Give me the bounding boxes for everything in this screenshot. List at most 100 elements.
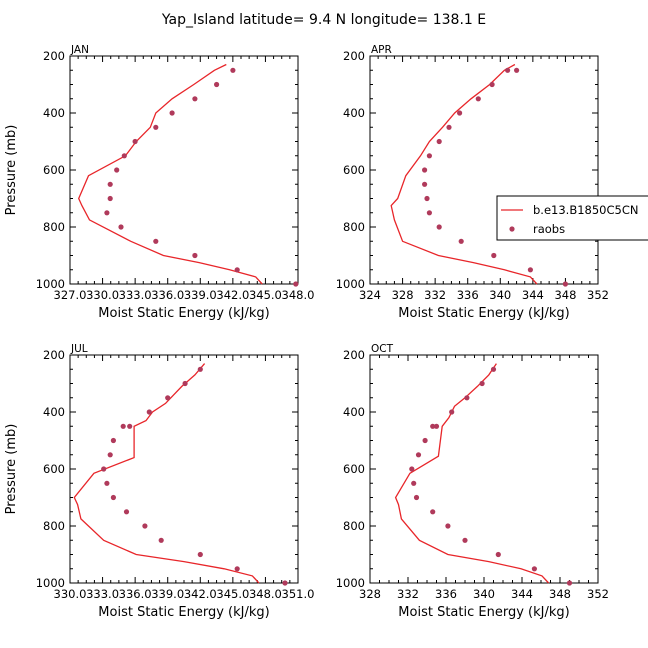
legend-entry-raobs: raobs xyxy=(533,222,565,236)
x-tick-label: 345.0 xyxy=(216,587,249,601)
y-tick-label: 600 xyxy=(343,163,365,177)
raobs-point xyxy=(422,437,428,444)
x-tick-label: 330.0 xyxy=(86,288,119,302)
y-tick-label: 800 xyxy=(43,519,65,533)
legend: b.e13.B1850C5CN raobs xyxy=(496,195,648,241)
model-profile-line xyxy=(77,63,263,285)
x-tick-label: 348 xyxy=(549,587,571,601)
raobs-point xyxy=(449,409,455,415)
x-axis-label: Moist Static Energy (kJ/kg) xyxy=(398,605,569,620)
x-tick-label: 344 xyxy=(522,288,544,302)
y-tick-label: 600 xyxy=(343,462,365,476)
x-axis-label: Moist Static Energy (kJ/kg) xyxy=(98,306,269,321)
y-tick-label: 800 xyxy=(343,220,365,234)
raobs-point xyxy=(230,67,236,73)
raobs-point xyxy=(424,195,430,202)
x-tick-label: 352 xyxy=(587,288,609,302)
raobs-point xyxy=(457,110,463,116)
raobs-point xyxy=(293,281,299,287)
raobs-point xyxy=(104,480,110,486)
y-tick-label: 400 xyxy=(343,405,365,419)
raobs-point xyxy=(491,252,497,259)
raobs-point xyxy=(165,395,171,401)
raobs-point xyxy=(158,537,164,543)
raobs-point xyxy=(531,566,538,572)
raobs-point xyxy=(409,466,415,472)
raobs-point xyxy=(426,210,432,216)
y-tick-label: 200 xyxy=(43,49,65,63)
raobs-point xyxy=(121,153,127,159)
x-tick-label: 340 xyxy=(473,587,495,601)
raobs-point xyxy=(446,124,452,130)
raobs-point xyxy=(433,423,440,429)
panel-title: JUL xyxy=(70,343,88,355)
raobs-point xyxy=(415,452,422,458)
model-profile-line xyxy=(73,363,260,584)
chart-panel-jan: JAN 327.0 330.0 333.0 336.0 339.0 342.0 345.0 34… xyxy=(4,44,314,321)
y-tick-label: 600 xyxy=(43,163,65,177)
x-tick-label: 330.0 xyxy=(54,587,87,601)
plot-frame xyxy=(369,354,599,584)
raobs-point xyxy=(153,238,159,244)
raobs-point xyxy=(436,138,442,145)
x-tick-label: 342.0 xyxy=(184,587,217,601)
chart-panel-jul: JUL 330.0 333.0 336.0 339.0 342.0 345.0 348.0 35… xyxy=(4,343,314,620)
panel-title: JAN xyxy=(70,44,89,56)
x-axis-label: Moist Static Energy (kJ/kg) xyxy=(398,306,569,321)
raobs-point xyxy=(562,281,569,287)
raobs-point xyxy=(422,167,428,173)
raobs-point xyxy=(458,238,464,244)
raobs-point xyxy=(118,224,124,230)
x-tick-label: 332 xyxy=(397,587,419,601)
y-tick-label: 400 xyxy=(43,405,65,419)
raobs-point xyxy=(101,466,107,472)
legend-box xyxy=(496,195,648,241)
panel-title: OCT xyxy=(371,343,394,355)
x-tick-label: 348.0 xyxy=(249,587,282,601)
raobs-point xyxy=(127,423,133,429)
x-tick-label: 333.0 xyxy=(86,587,119,601)
raobs-point xyxy=(430,423,436,429)
raobs-point xyxy=(479,380,485,387)
raobs-point xyxy=(146,409,152,415)
raobs-point xyxy=(153,124,159,130)
raobs-point xyxy=(107,452,113,458)
raobs-point xyxy=(411,480,417,486)
raobs-point xyxy=(234,566,240,572)
x-tick-label: 333.0 xyxy=(119,288,152,302)
raobs-point xyxy=(436,224,442,230)
model-profile-line xyxy=(394,363,550,584)
raobs-point xyxy=(107,195,113,202)
raobs-point xyxy=(234,267,240,273)
x-tick-label: 324 xyxy=(359,288,381,302)
raobs-point xyxy=(110,437,116,444)
x-tick-label: 339.0 xyxy=(151,587,184,601)
legend-marker-swatch xyxy=(509,226,515,232)
chart-panel-apr: APR 324 328 332 336 340 344 348 352 200 400 600 800 1… xyxy=(336,44,609,321)
raobs-point xyxy=(132,138,138,145)
raobs-point xyxy=(489,81,495,88)
x-tick-label: 352 xyxy=(587,587,609,601)
raobs-point xyxy=(123,509,130,515)
raobs-point xyxy=(413,494,420,501)
y-tick-label: 1000 xyxy=(336,277,365,291)
raobs-point xyxy=(505,67,511,73)
x-tick-label: 328 xyxy=(359,587,381,601)
x-tick-label: 344 xyxy=(511,587,533,601)
raobs-point xyxy=(495,551,501,558)
x-tick-label: 336 xyxy=(457,288,479,302)
x-tick-label: 345.0 xyxy=(249,288,282,302)
x-tick-label: 339.0 xyxy=(184,288,217,302)
y-tick-label: 600 xyxy=(43,462,65,476)
raobs-point xyxy=(490,366,497,372)
y-tick-label: 200 xyxy=(343,49,365,63)
y-tick-label: 400 xyxy=(343,106,365,120)
raobs-point xyxy=(475,96,481,102)
x-tick-label: 332 xyxy=(424,288,446,302)
raobs-point xyxy=(107,181,113,187)
x-tick-label: 348.0 xyxy=(282,288,315,302)
raobs-point xyxy=(182,380,188,387)
y-tick-label: 1000 xyxy=(36,576,65,590)
